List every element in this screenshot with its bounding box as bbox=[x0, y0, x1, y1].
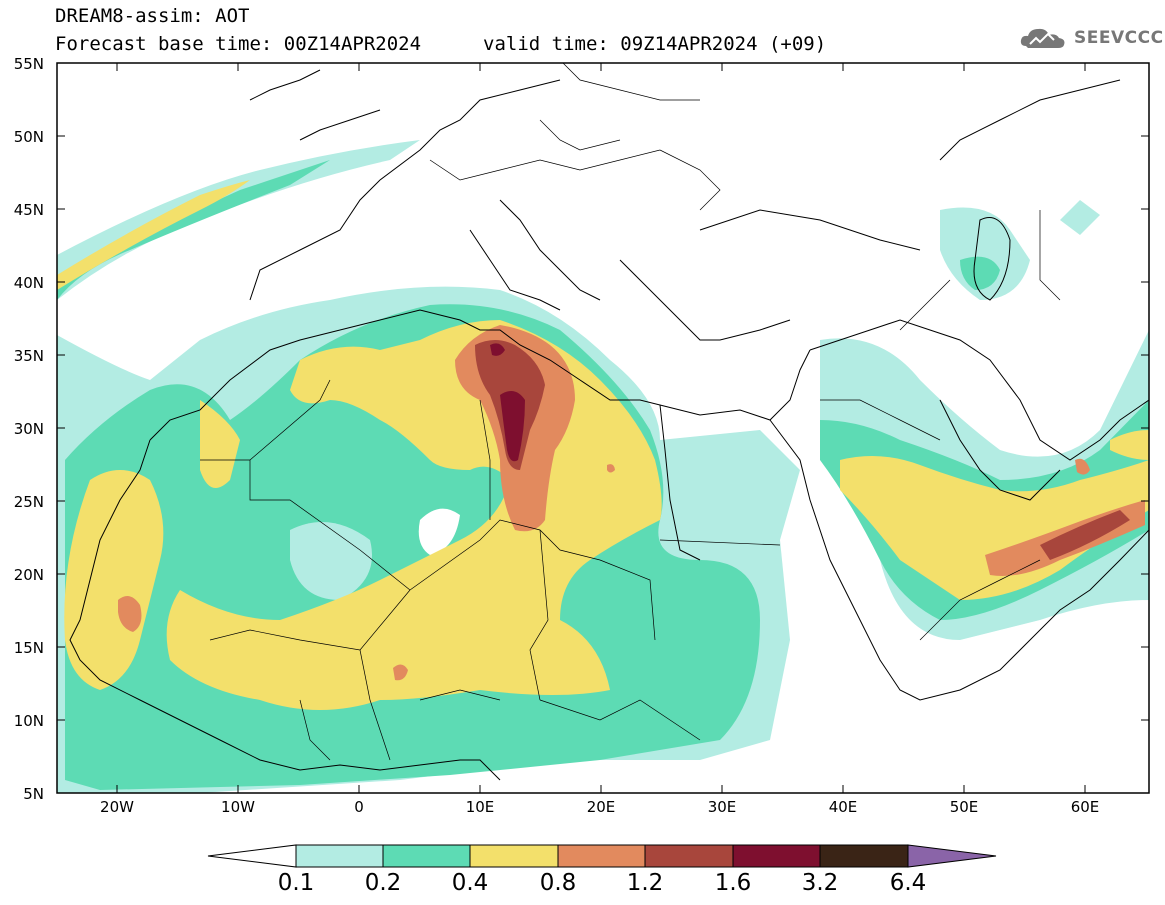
lat-label-45n: 45N bbox=[13, 201, 44, 219]
colorbar-label-0.8: 0.8 bbox=[539, 870, 577, 896]
lat-label-30n: 30N bbox=[13, 420, 44, 438]
lat-label-5n: 5N bbox=[23, 785, 44, 803]
lat-label-40n: 40N bbox=[13, 274, 44, 292]
lon-label-10w: 10W bbox=[221, 798, 255, 816]
lon-label-10e: 10E bbox=[465, 798, 495, 816]
lon-label-60e: 60E bbox=[1070, 798, 1100, 816]
colorbar-label-0.1: 0.1 bbox=[277, 870, 315, 896]
lat-label-20n: 20N bbox=[13, 566, 44, 584]
lon-label-30e: 30E bbox=[707, 798, 737, 816]
country-borders bbox=[200, 63, 1061, 761]
colorbar-label-1.6: 1.6 bbox=[714, 870, 752, 896]
aot-contour-1.6 bbox=[500, 391, 525, 462]
colorbar-label-0.2: 0.2 bbox=[364, 870, 402, 896]
lon-label-20e: 20E bbox=[586, 798, 616, 816]
lon-label-40e: 40E bbox=[828, 798, 858, 816]
coastlines bbox=[69, 69, 1149, 781]
axis-ticks bbox=[57, 62, 1149, 793]
lon-label-20w: 20W bbox=[100, 798, 134, 816]
seevccc-logo: SEEVCCC bbox=[1018, 24, 1163, 56]
aot-contour-0.4 bbox=[64, 470, 164, 690]
cloud-icon bbox=[1020, 28, 1065, 48]
logo-text: SEEVCCC bbox=[1074, 28, 1164, 48]
colorbar-label-6.4: 6.4 bbox=[889, 870, 927, 896]
aot-field bbox=[57, 63, 1149, 793]
lat-label-55n: 55N bbox=[13, 55, 44, 73]
lat-label-15n: 15N bbox=[13, 639, 44, 657]
colorbar-label-3.2: 3.2 bbox=[801, 870, 839, 896]
lon-label-50e: 50E bbox=[949, 798, 979, 816]
lat-label-10n: 10N bbox=[13, 712, 44, 730]
lat-label-35n: 35N bbox=[13, 347, 44, 365]
colorbar-label-0.4: 0.4 bbox=[451, 870, 489, 896]
map-title: DREAM8-assim: AOT bbox=[55, 5, 250, 27]
lat-label-25n: 25N bbox=[13, 493, 44, 511]
lat-label-50n: 50N bbox=[13, 128, 44, 146]
colorbar-label-1.2: 1.2 bbox=[626, 870, 664, 896]
valid-time: valid time: 09Z14APR2024 (+09) bbox=[483, 33, 827, 55]
forecast-base-time: Forecast base time: 00Z14APR2024 bbox=[55, 33, 422, 55]
lon-label-0: 0 bbox=[354, 798, 364, 816]
